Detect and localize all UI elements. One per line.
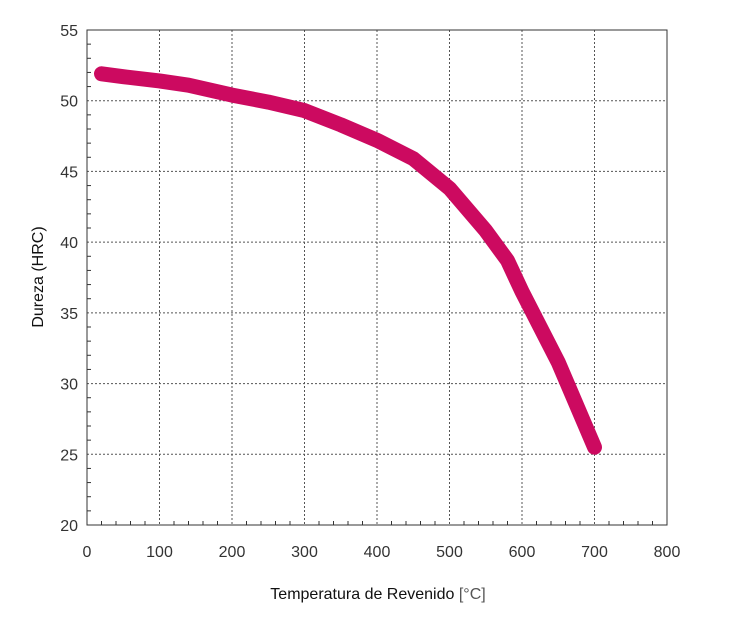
x-tick-label: 0 (83, 544, 92, 561)
x-tick-label: 700 (581, 544, 608, 561)
minor-ticks-layer (87, 43, 653, 525)
x-tick-label: 200 (219, 544, 246, 561)
x-tick-label: 300 (291, 544, 318, 561)
y-tick-label: 20 (60, 518, 78, 535)
y-tick-label: 35 (60, 306, 78, 323)
y-tick-label: 50 (60, 94, 78, 111)
x-axis-label-group: Temperatura de Revenido [°C] (270, 586, 485, 603)
x-tick-label: 500 (436, 544, 463, 561)
y-tick-label: 55 (60, 23, 78, 40)
x-tick-label: 800 (654, 544, 681, 561)
grid-layer (87, 30, 667, 525)
y-tick-label: 40 (60, 235, 78, 252)
x-tick-label: 400 (364, 544, 391, 561)
hardness-series-line (94, 66, 602, 455)
series-layer (94, 66, 602, 455)
y-tick-label: 25 (60, 447, 78, 464)
y-axis-label: Dureza (HRC) (30, 226, 47, 327)
y-tick-label: 30 (60, 377, 78, 394)
x-axis-label: Temperatura de Revenido (270, 586, 454, 603)
y-tick-label: 45 (60, 164, 78, 181)
plot-frame (86, 29, 668, 526)
x-tick-label: 600 (509, 544, 536, 561)
x-tick-label: 100 (146, 544, 173, 561)
x-axis-unit: [°C] (459, 586, 486, 603)
tick-labels-layer: 0 100 200 300 400 500 600 700 800 20 25 30 35 40 45 50 5… (60, 23, 680, 561)
